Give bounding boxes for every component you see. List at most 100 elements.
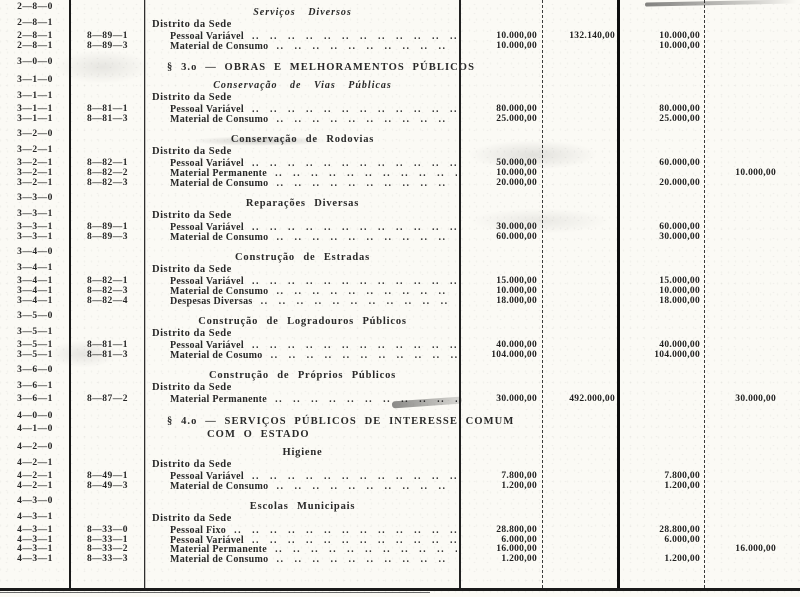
expense-code: 8—89—3	[87, 231, 128, 242]
amount-col-1: 80.000,00	[496, 104, 537, 115]
column-divider-amount-1	[542, 0, 543, 588]
amount-col-1: 7.800,00	[501, 470, 537, 481]
table-row: 3—1—1 8—81—3 Material de Consumo 25.000,…	[0, 113, 800, 125]
budget-code: 2—8—1	[17, 18, 53, 28]
expense-code: 8—81—3	[87, 113, 128, 124]
amount-col-3: 30.000,00	[659, 231, 700, 242]
table-bottom-rule	[0, 588, 800, 591]
budget-code: 4—2—1	[17, 457, 53, 468]
column-divider-amount-2	[617, 0, 620, 588]
amount-col-3: 10.000,00	[659, 285, 700, 296]
budget-code: 3—1—1	[17, 113, 53, 124]
entry-label: Material de Consumo	[170, 285, 269, 297]
description-cell: Serviços Diversos	[145, 3, 460, 20]
table-row: 4—0—0 § 4.o — SERVIÇOS PÚBLICOS DE INTER…	[0, 410, 800, 427]
dot-leader	[276, 233, 457, 244]
budget-code: 4—2—0	[17, 441, 53, 452]
table-row: 2—8—1 8—89—3 Material de Consumo 10.000,…	[0, 40, 800, 52]
amount-col-1: 30.000,00	[496, 394, 537, 405]
expense-code: 8—82—1	[87, 158, 128, 169]
entry-label: Distrito da Sede	[152, 513, 232, 525]
description-cell: Material Permanente	[145, 395, 460, 406]
amount-col-3: 18.000,00	[659, 295, 700, 306]
amount-col-3: 10.000,00	[659, 40, 700, 51]
description-cell: Construção de Estradas	[145, 248, 460, 265]
amount-col-1: 28.800,00	[496, 525, 537, 536]
table-row: 3—3—0 Reparações Diversas	[0, 193, 800, 209]
budget-code: 4—3—0	[17, 496, 53, 507]
description-cell: Escolas Municipais	[145, 497, 460, 514]
budget-code: 3—4—0	[17, 247, 53, 258]
entry-label: Serviços Diversos	[253, 7, 352, 18]
description-cell: Material Permanente	[145, 168, 460, 180]
expense-code: 8—82—4	[87, 295, 128, 306]
entry-label: Material de Consumo	[170, 553, 269, 565]
table-row: 4—2—1 8—49—3 Material de Consumo 1.200,0…	[0, 480, 800, 492]
budget-code: 3—2—0	[17, 129, 53, 140]
table-row: 4—2—1 Distrito da Sede	[0, 457, 800, 470]
expense-code: 8—33—3	[87, 553, 128, 564]
budget-code: 3—6—1	[17, 381, 53, 392]
entry-label: Escolas Municipais	[249, 501, 356, 513]
budget-code: 4—3—1	[17, 512, 53, 523]
budget-code: 3—6—1	[17, 394, 53, 405]
description-cell: Pessoal Variável	[145, 223, 460, 234]
dot-leader	[276, 179, 457, 190]
amount-col-3: 1.200,00	[664, 553, 700, 564]
description-cell: Pessoal Variável	[145, 277, 460, 288]
description-cell: Pessoal Variável	[145, 159, 460, 170]
budget-code: 3—2—1	[17, 158, 53, 169]
amount-col-1: 15.000,00	[496, 276, 537, 287]
expense-code: 8—81—3	[87, 349, 128, 360]
amount-col-3: 25.000,00	[659, 113, 700, 124]
description-cell: Higiene	[145, 443, 460, 460]
description-cell: Distrito da Sede	[145, 328, 460, 339]
table-row: 3—5—1 8—81—1 Pessoal Variável 40.000,00 …	[0, 340, 800, 351]
amount-col-3: 40.000,00	[659, 340, 700, 351]
entry-label: Construção de Estradas	[235, 252, 370, 264]
table-row: 4—2—1 8—49—1 Pessoal Variável 7.800,00 7…	[0, 470, 800, 483]
table-row: 2—8—1 Distrito da Sede	[0, 18, 800, 30]
expense-code: 8—81—1	[87, 104, 128, 115]
entry-label: Material Permanente	[170, 544, 268, 556]
expense-code: 8—82—3	[87, 285, 128, 296]
table-row: 3—1—1 Distrito da Sede	[0, 91, 800, 103]
column-divider-amount-3	[704, 0, 705, 588]
entry-label: Material de Consumo	[170, 231, 269, 243]
amount-col-1: 16.000,00	[496, 544, 537, 555]
entry-label: Material de Consumo	[170, 480, 269, 492]
budget-code: 3—3—1	[17, 231, 53, 242]
amount-col-3: 20.000,00	[659, 177, 700, 188]
table-row: 3—3—1 8—89—3 Material de Consumo 60.000,…	[0, 231, 800, 244]
amount-col-1: 10.000,00	[496, 31, 537, 41]
budget-code: 4—0—0	[17, 410, 53, 421]
table-row: 3—6—1 8—87—2 Material Permanente 30.000,…	[0, 394, 800, 406]
entry-label: § 4.o — SERVIÇOS PÚBLICOS DE INTERESSE C…	[167, 415, 515, 427]
budget-code: 3—6—0	[17, 365, 53, 376]
amount-col-3: 7.800,00	[664, 470, 700, 481]
entry-label: Distrito da Sede	[152, 264, 232, 276]
budget-code: 2—8—1	[17, 40, 53, 51]
entry-label: Pessoal Variável	[170, 158, 244, 170]
table-row: 3—2—0 Conservação de Rodovias	[0, 129, 800, 145]
description-cell: Pessoal Variável	[145, 471, 460, 483]
amount-col-1: 30.000,00	[496, 222, 537, 233]
column-divider-description	[459, 0, 461, 588]
entry-label: Material de Consumo	[170, 113, 269, 125]
entry-label: Reparações Diversas	[245, 198, 360, 210]
entry-label: Despesas Diversas	[170, 295, 253, 307]
table-row: 3—3—1 Distrito da Sede	[0, 209, 800, 221]
description-cell: Material de Consumo	[145, 285, 460, 298]
description-cell: Construção de Logradouros Públicos	[145, 312, 460, 329]
table-row: 3—2—1 8—82—1 Pessoal Variável 50.000,00 …	[0, 158, 800, 170]
expense-code: 8—89—3	[87, 40, 128, 51]
entry-label: Pessoal Variável	[170, 104, 244, 116]
amount-col-3: 15.000,00	[659, 276, 700, 287]
entry-label: Construção de Logradouros Públicos	[198, 316, 407, 328]
expense-code: 8—82—3	[87, 177, 128, 188]
table-row: 4—3—1 8—33—1 Pessoal Variável 6.000,00 6…	[0, 535, 800, 546]
entry-label: § 3.o — OBRAS E MELHORAMENTOS PÚBLICOS	[167, 62, 476, 74]
entry-label: Distrito da Sede	[152, 382, 232, 394]
amount-col-4: 30.000,00	[735, 394, 776, 405]
